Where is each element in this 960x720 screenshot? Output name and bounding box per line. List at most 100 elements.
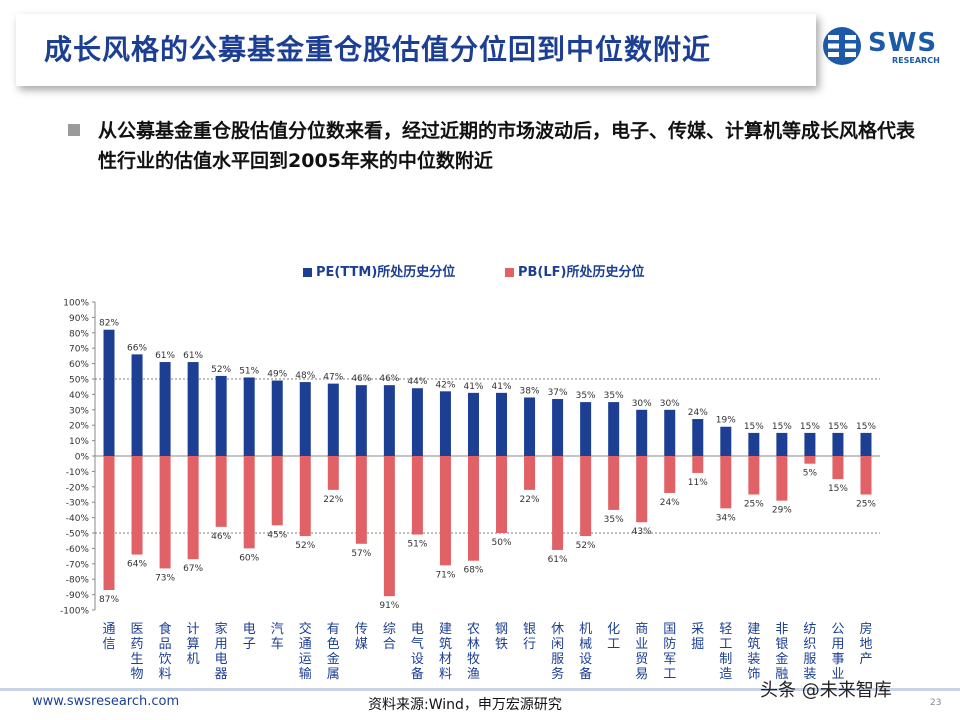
x-category-label-char: 建: [439, 622, 452, 637]
x-category-label-char: 地: [859, 637, 872, 652]
pb-bar: [103, 456, 115, 590]
x-category-label-char: 运: [299, 652, 312, 667]
x-category-label-char: 算: [187, 637, 200, 652]
pb-bar: [608, 456, 620, 510]
pe-value-label: 51%: [239, 366, 259, 376]
x-category-label-char: 建: [747, 622, 760, 637]
x-category-label-char: 生: [131, 652, 144, 667]
pe-value-label: 30%: [660, 399, 680, 409]
x-category-label-char: 通: [299, 637, 312, 652]
pb-value-label: 25%: [744, 500, 764, 510]
y-tick-label: -80%: [66, 576, 90, 586]
y-tick-label: -40%: [66, 514, 90, 524]
pe-bar: [860, 432, 872, 456]
y-tick-label: -30%: [66, 499, 90, 509]
x-category-label-char: 铁: [495, 637, 508, 652]
pb-value-label: 52%: [295, 541, 315, 551]
x-category-label-char: 传: [355, 622, 368, 637]
x-category-label-char: 有: [327, 622, 340, 637]
y-tick-label: 30%: [69, 406, 89, 416]
pe-value-label: 61%: [155, 351, 175, 361]
pe-value-label: 46%: [351, 374, 371, 384]
pe-value-label: 15%: [856, 422, 876, 432]
x-category-label-char: 品: [159, 637, 172, 652]
y-tick-label: 10%: [69, 437, 89, 447]
pb-value-label: 25%: [856, 500, 876, 510]
pb-value-label: 15%: [828, 484, 848, 494]
footer-url[interactable]: www.swsresearch.com: [32, 694, 180, 709]
logo-text: SWS: [868, 28, 938, 58]
y-tick-label: -60%: [66, 545, 90, 555]
x-category-label-char: 产: [859, 652, 872, 667]
pb-value-label: 67%: [183, 564, 203, 574]
pb-value-label: 22%: [323, 495, 343, 505]
pb-bar: [776, 456, 788, 501]
x-category-label-char: 计: [187, 622, 200, 637]
pb-value-label: 87%: [99, 595, 119, 605]
x-category-label-char: 属: [327, 667, 340, 682]
x-category-label-char: 化: [607, 622, 620, 637]
valuation-percentile-chart: -100% -90% -80% -70% -60% -50% -40% -30% -20% -10…: [60, 264, 880, 682]
pb-value-label: 11%: [688, 478, 708, 488]
pe-value-label: 52%: [211, 365, 231, 375]
pe-bar: [243, 377, 255, 456]
pe-bar: [271, 380, 283, 456]
pb-bar: [327, 456, 339, 490]
logo-subtext: RESEARCH: [892, 56, 940, 65]
pe-bar: [187, 362, 199, 456]
pb-value-label: 29%: [772, 506, 792, 516]
x-category-label-char: 掘: [691, 637, 704, 652]
pb-bar: [664, 456, 676, 493]
x-category-label-char: 金: [775, 651, 788, 667]
pe-bar: [692, 419, 704, 456]
pb-value-label: 91%: [379, 601, 399, 611]
pb-value-label: 43%: [632, 527, 652, 537]
x-category-label-char: 气: [411, 636, 424, 652]
x-category-label-char: 饰: [747, 667, 760, 682]
pe-value-label: 44%: [407, 377, 427, 387]
sws-logo: SWS RESEARCH: [822, 26, 940, 70]
x-category-label-char: 物: [131, 667, 144, 682]
pb-value-label: 5%: [803, 469, 818, 479]
x-category-label-char: 机: [579, 622, 592, 637]
pe-value-label: 49%: [267, 370, 287, 380]
pb-bar: [636, 456, 648, 523]
pe-value-label: 38%: [520, 386, 540, 396]
x-category-label-char: 备: [579, 666, 592, 682]
pe-value-label: 15%: [800, 422, 820, 432]
pb-value-label: 60%: [239, 553, 259, 563]
pb-value-label: 45%: [267, 530, 287, 540]
pe-value-label: 41%: [463, 382, 483, 392]
x-category-label-char: 备: [411, 666, 424, 682]
x-category-label-char: 金: [327, 651, 340, 667]
x-category-label-char: 钢: [495, 622, 508, 637]
pe-bar: [636, 409, 648, 456]
pb-bar: [215, 456, 227, 527]
x-category-label-char: 制: [719, 652, 732, 667]
pe-bar: [664, 409, 676, 456]
x-category-label-char: 设: [579, 652, 592, 667]
pe-value-label: 15%: [744, 422, 764, 432]
x-category-label-char: 交: [299, 621, 312, 637]
pe-bar: [299, 382, 311, 456]
pe-bar: [776, 432, 788, 456]
x-category-label-char: 器: [215, 667, 228, 682]
y-tick-label: 100%: [63, 299, 89, 309]
x-category-label-char: 家: [215, 621, 228, 637]
pe-bar: [832, 432, 844, 456]
pb-bar: [804, 456, 816, 464]
x-category-label-char: 工: [607, 637, 620, 652]
x-category-label-char: 料: [159, 667, 172, 682]
y-tick-label: 80%: [69, 329, 89, 339]
pb-bar: [243, 456, 255, 549]
x-category-label-char: 材: [439, 652, 452, 667]
x-category-label-char: 织: [803, 637, 816, 652]
pb-bar: [411, 456, 423, 535]
pb-bar: [131, 456, 143, 555]
pb-value-label: 51%: [407, 540, 427, 550]
x-category-label-char: 务: [551, 666, 564, 682]
pb-value-label: 61%: [548, 555, 568, 565]
x-category-label-char: 休: [551, 622, 564, 637]
pe-bar: [467, 392, 479, 456]
x-category-label-char: 牧: [467, 652, 480, 667]
